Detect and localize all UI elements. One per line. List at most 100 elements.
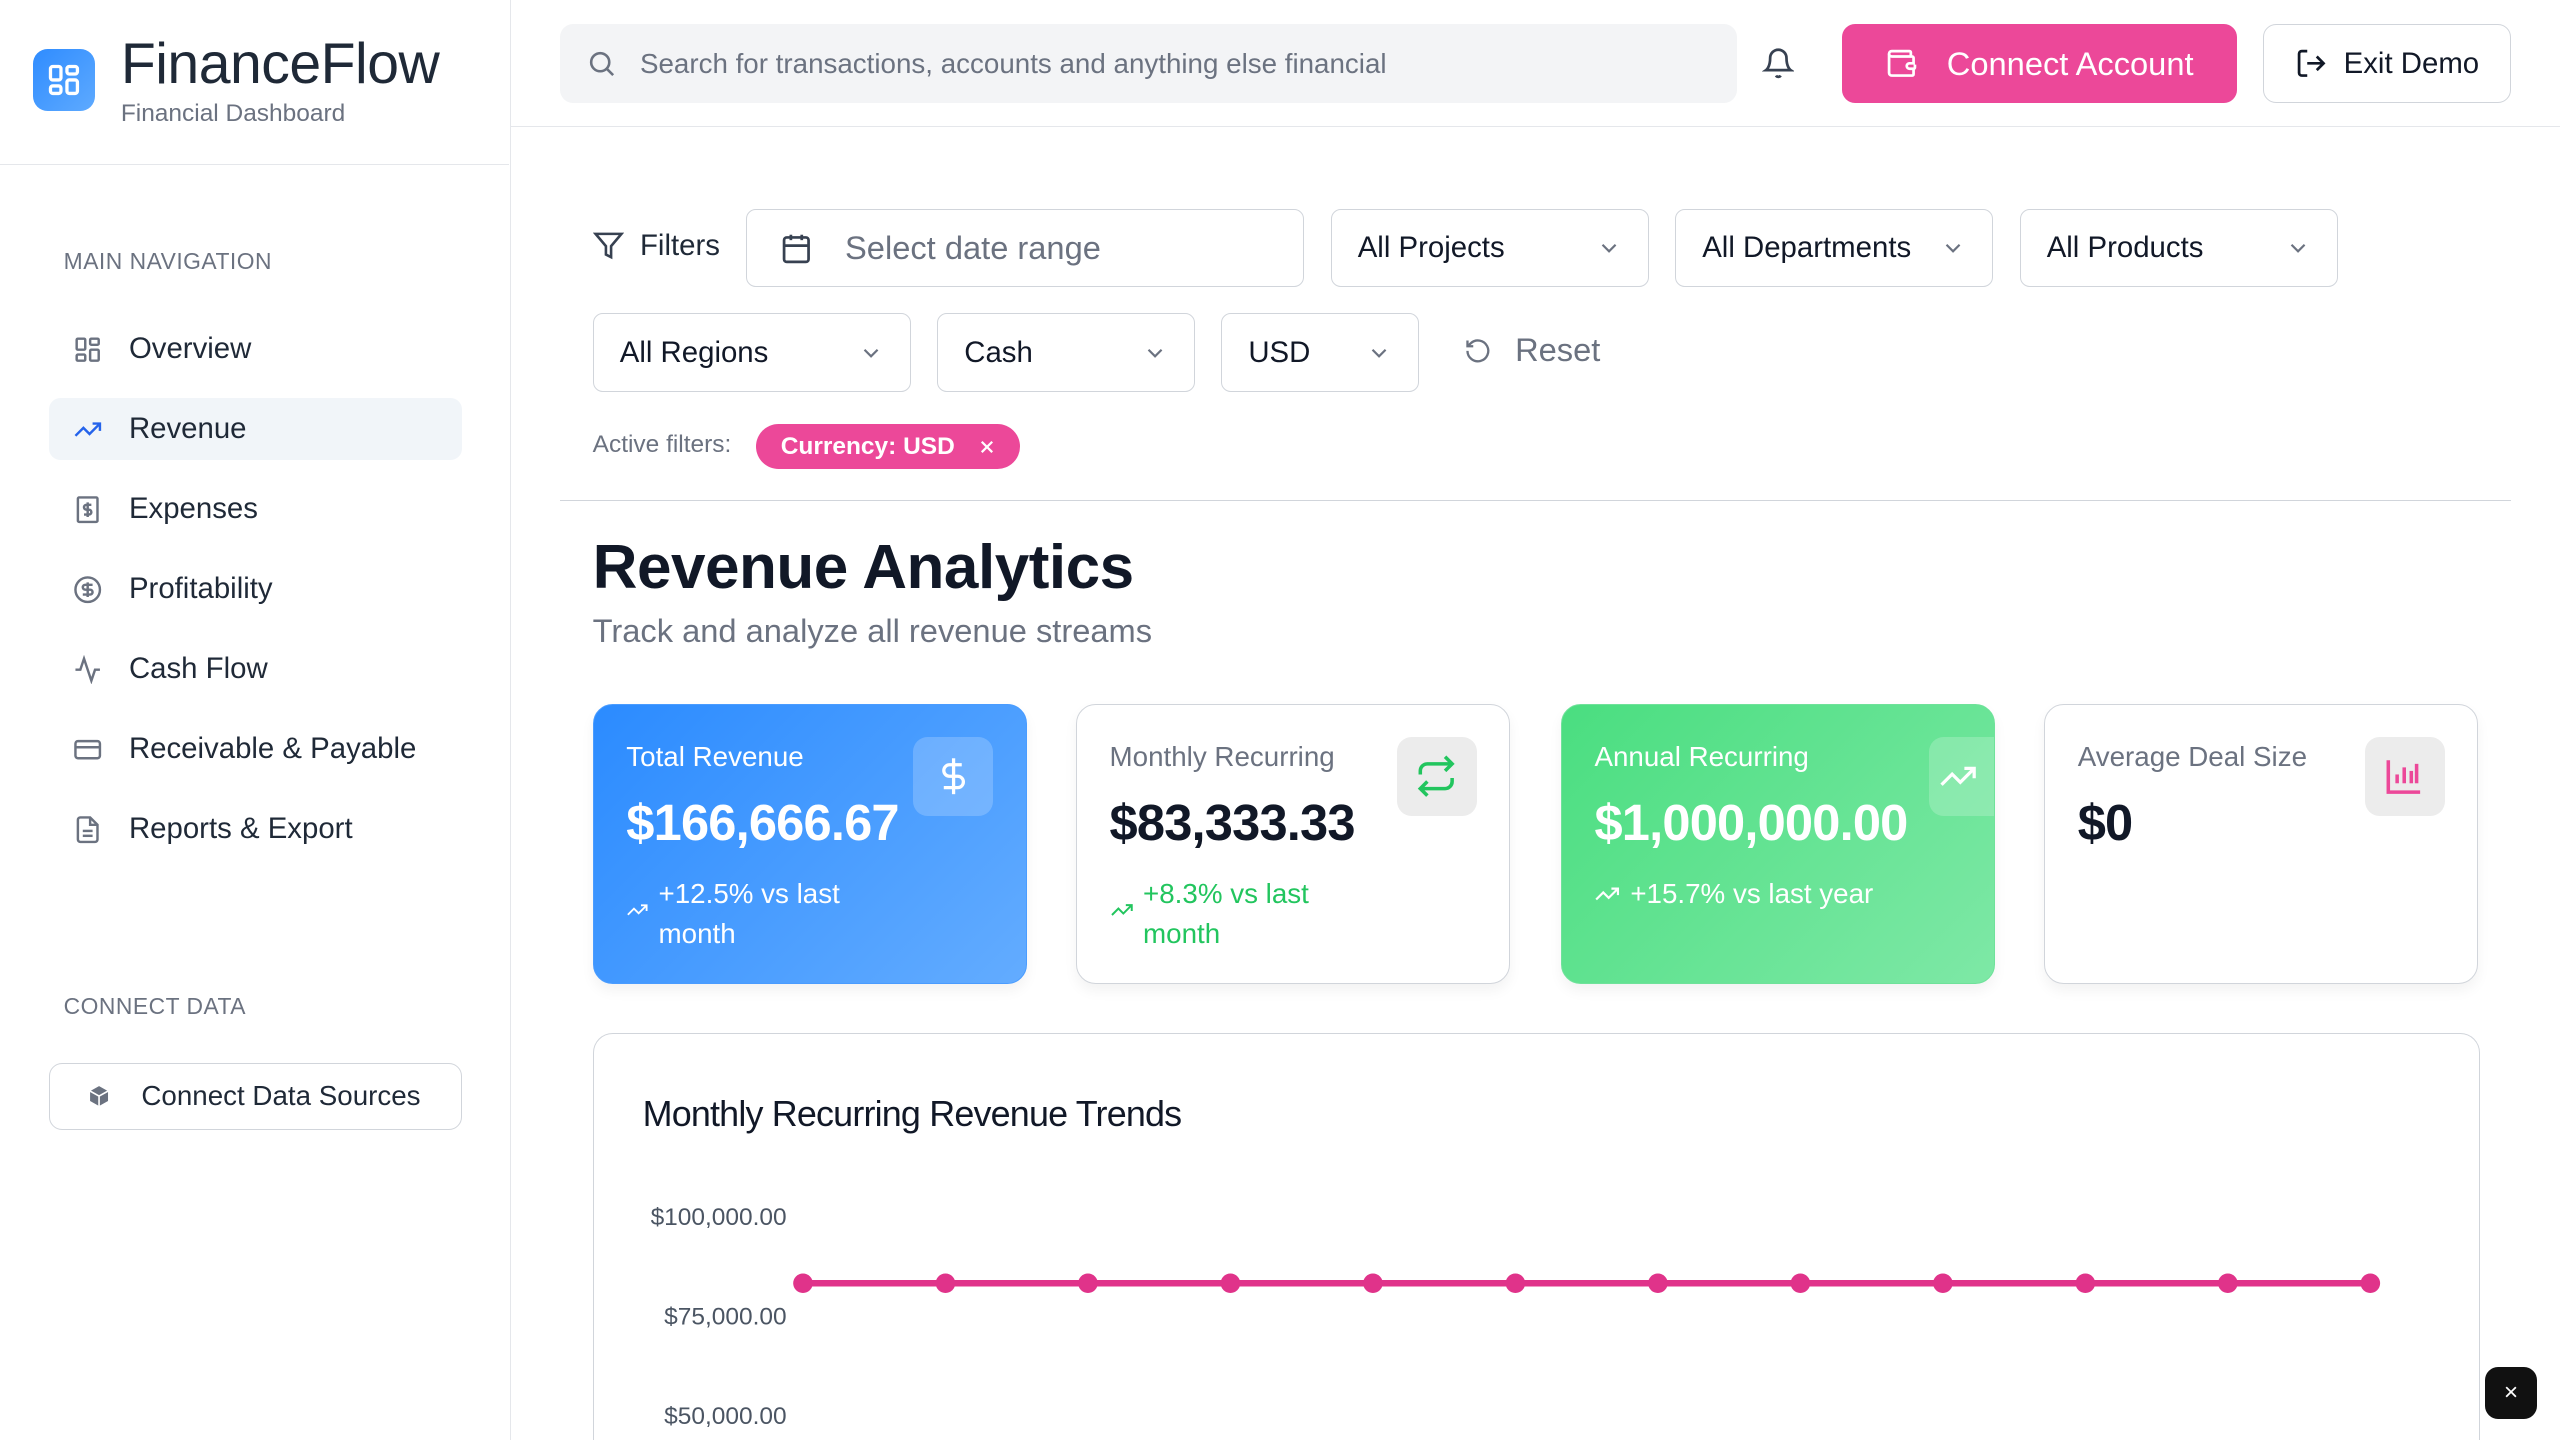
data-point[interactable] (792, 1273, 813, 1294)
brand-name: FinanceFlow (120, 32, 440, 97)
kpi-value: $83,333.33 (1109, 793, 1356, 851)
data-point[interactable] (2360, 1273, 2380, 1294)
connect-data-sources-button[interactable]: Connect Data Sources (48, 1062, 463, 1130)
active-filter-chip[interactable]: Currency: USD (755, 424, 1021, 469)
trending-up-icon (73, 415, 102, 444)
kpi-change: +15.7% vs last year (1594, 874, 1873, 913)
kpi-value: $0 (2077, 793, 2134, 851)
sidebar-item-label: Cash Flow (128, 652, 268, 686)
close-floating-button[interactable]: × (2484, 1366, 2538, 1419)
activity-icon (73, 654, 102, 685)
notifications-bell-icon[interactable] (1761, 47, 1795, 80)
account-type-value: Cash (964, 335, 1033, 369)
connect-account-button[interactable]: Connect Account (1841, 24, 2237, 103)
brand-subtitle: Financial Dashboard (120, 99, 346, 127)
kpi-title: Monthly Recurring (1109, 740, 1335, 772)
data-point[interactable] (2075, 1273, 2095, 1294)
data-point[interactable] (1220, 1273, 1240, 1294)
chevron-down-icon (858, 340, 884, 366)
sidebar-item-cash-flow[interactable]: Cash Flow (49, 638, 462, 700)
calendar-icon (780, 232, 813, 265)
search-input[interactable] (639, 47, 1685, 80)
chevron-down-icon (1142, 340, 1168, 366)
kpi-card-total-revenue: Total Revenue $166,666.67 +12.5% vs last… (592, 703, 1027, 985)
sidebar-item-label: Reports & Export (128, 812, 353, 846)
layout-grid-icon (73, 335, 102, 364)
kpi-card-monthly-recurring: Monthly Recurring $83,333.33 +8.3% vs la… (1075, 703, 1511, 985)
logo-area: FinanceFlow Financial Dashboard (0, 0, 510, 165)
kpi-value: $166,666.67 (626, 793, 899, 851)
trending-up-icon (627, 904, 648, 916)
search-bar[interactable] (559, 24, 1738, 103)
data-point[interactable] (1077, 1273, 1098, 1294)
date-range-placeholder: Select date range (845, 229, 1101, 267)
box-icon (86, 1083, 112, 1109)
chart-title: Monthly Recurring Revenue Trends (642, 1093, 1183, 1135)
trending-up-icon (1928, 737, 1995, 816)
reset-filters-button[interactable]: Reset (1464, 331, 1600, 369)
connect-account-label: Connect Account (1946, 44, 2194, 82)
page-subtitle: Track and analyze all revenue streams (592, 612, 1153, 650)
products-select[interactable]: All Products (2019, 208, 2338, 288)
chevron-down-icon (2285, 235, 2311, 261)
exit-demo-label: Exit Demo (2343, 46, 2480, 80)
departments-value: All Departments (1702, 231, 1912, 265)
sidebar-item-reports-export[interactable]: Reports & Export (49, 798, 462, 860)
filter-icon (592, 230, 624, 261)
sidebar: FinanceFlow Financial Dashboard MAIN NAV… (0, 0, 512, 1440)
sidebar-item-label: Expenses (128, 492, 258, 526)
date-range-picker[interactable]: Select date range (746, 208, 1305, 288)
kpi-change-text: +12.5% vs last month (658, 878, 840, 949)
regions-select[interactable]: All Regions (592, 313, 911, 392)
kpi-change: +8.3% vs last month (1110, 874, 1371, 952)
regions-value: All Regions (619, 335, 769, 369)
search-icon (586, 48, 617, 79)
credit-card-icon (73, 735, 102, 764)
connect-data-label: CONNECT DATA (63, 992, 246, 1019)
mrr-trend-chart-card: Monthly Recurring Revenue Trends $100,00… (592, 1033, 2480, 1440)
kpi-title: Average Deal Size (2077, 740, 2308, 772)
sidebar-item-receivable-payable[interactable]: Receivable & Payable (49, 718, 462, 780)
remove-filter-x-icon[interactable] (978, 438, 996, 456)
receipt-icon (73, 495, 102, 524)
sidebar-item-revenue[interactable]: Revenue (48, 398, 463, 461)
y-tick-label: $75,000.00 (664, 1304, 786, 1331)
sidebar-item-overview[interactable]: Overview (49, 318, 462, 380)
main-nav-label: MAIN NAVIGATION (63, 248, 272, 275)
reset-label: Reset (1515, 331, 1601, 369)
chevron-down-icon (1366, 340, 1392, 366)
chevron-down-icon (1596, 235, 1622, 261)
file-text-icon (73, 815, 102, 844)
data-point[interactable] (935, 1273, 955, 1294)
dollar-icon (913, 737, 994, 816)
divider (559, 499, 2511, 502)
data-point[interactable] (1647, 1273, 1668, 1294)
sidebar-item-label: Revenue (128, 412, 247, 446)
kpi-change-text: +15.7% vs last year (1630, 878, 1874, 910)
account-type-select[interactable]: Cash (937, 313, 1196, 392)
products-value: All Products (2046, 231, 2204, 265)
kpi-change-text: +8.3% vs last month (1143, 878, 1309, 949)
wallet-icon (1885, 47, 1918, 80)
data-point[interactable] (1790, 1273, 1810, 1294)
sidebar-item-label: Profitability (128, 572, 273, 606)
trending-up-icon (1595, 887, 1620, 901)
mrr-line-chart: $100,000.00 $75,000.00 $50,000.00 (650, 1204, 2380, 1431)
projects-value: All Projects (1357, 231, 1505, 265)
exit-demo-button[interactable]: Exit Demo (2262, 24, 2511, 103)
projects-select[interactable]: All Projects (1330, 208, 1649, 288)
chevron-down-icon (1940, 235, 1966, 261)
rotate-ccw-icon (1464, 337, 1492, 365)
y-tick-label: $50,000.00 (664, 1404, 786, 1431)
data-point[interactable] (1362, 1273, 1383, 1294)
data-point[interactable] (1505, 1273, 1525, 1294)
sidebar-item-profitability[interactable]: Profitability (49, 558, 462, 620)
sidebar-item-expenses[interactable]: Expenses (49, 478, 462, 540)
data-point[interactable] (1932, 1273, 1953, 1294)
log-out-icon (2295, 47, 2328, 80)
currency-select[interactable]: USD (1221, 313, 1419, 392)
kpi-card-average-deal-size: Average Deal Size $0 (2044, 703, 2479, 985)
departments-select[interactable]: All Departments (1675, 208, 1994, 288)
bar-chart-icon (2364, 737, 2445, 816)
data-point[interactable] (2217, 1273, 2238, 1294)
